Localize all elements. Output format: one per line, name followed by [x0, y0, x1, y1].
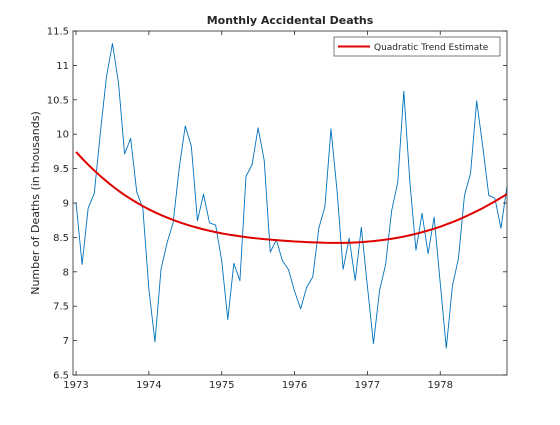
series-layer	[75, 43, 508, 349]
series-line-trend	[75, 151, 508, 244]
legend-box	[333, 36, 501, 57]
x-tick-label: 1977	[355, 380, 380, 391]
y-tick-label: 10	[56, 130, 69, 141]
chart-title: Monthly Accidental Deaths	[207, 14, 374, 27]
y-tick-label: 8	[63, 267, 69, 278]
plot-area	[73, 31, 507, 375]
legend: Quadratic Trend Estimate	[333, 36, 501, 57]
y-tick-label: 9.5	[53, 164, 69, 175]
y-axis-label: Number of Deaths (in thousands)	[29, 111, 42, 295]
x-tick-label: 1975	[209, 380, 234, 391]
y-ticks: 6.5 7 7.5 8 8.5 9 9.5 10 10.5 11 11.5	[47, 27, 507, 382]
y-tick-label: 10.5	[47, 95, 69, 106]
x-tick-label: 1973	[63, 380, 88, 391]
y-tick-label: 11	[56, 61, 69, 72]
legend-entry-trend: Quadratic Trend Estimate	[374, 43, 489, 53]
x-tick-label: 1976	[282, 380, 307, 391]
x-tick-label: 1974	[136, 380, 161, 391]
x-tick-label: 1978	[428, 380, 453, 391]
y-tick-label: 8.5	[53, 233, 69, 244]
x-ticks: 1973 1974 1975 1976 1977 1978	[63, 31, 453, 391]
y-tick-label: 6.5	[53, 371, 69, 382]
y-tick-label: 7.5	[53, 302, 69, 313]
y-tick-label: 11.5	[47, 27, 69, 38]
y-tick-label: 9	[63, 199, 69, 210]
y-tick-label: 7	[63, 336, 69, 347]
